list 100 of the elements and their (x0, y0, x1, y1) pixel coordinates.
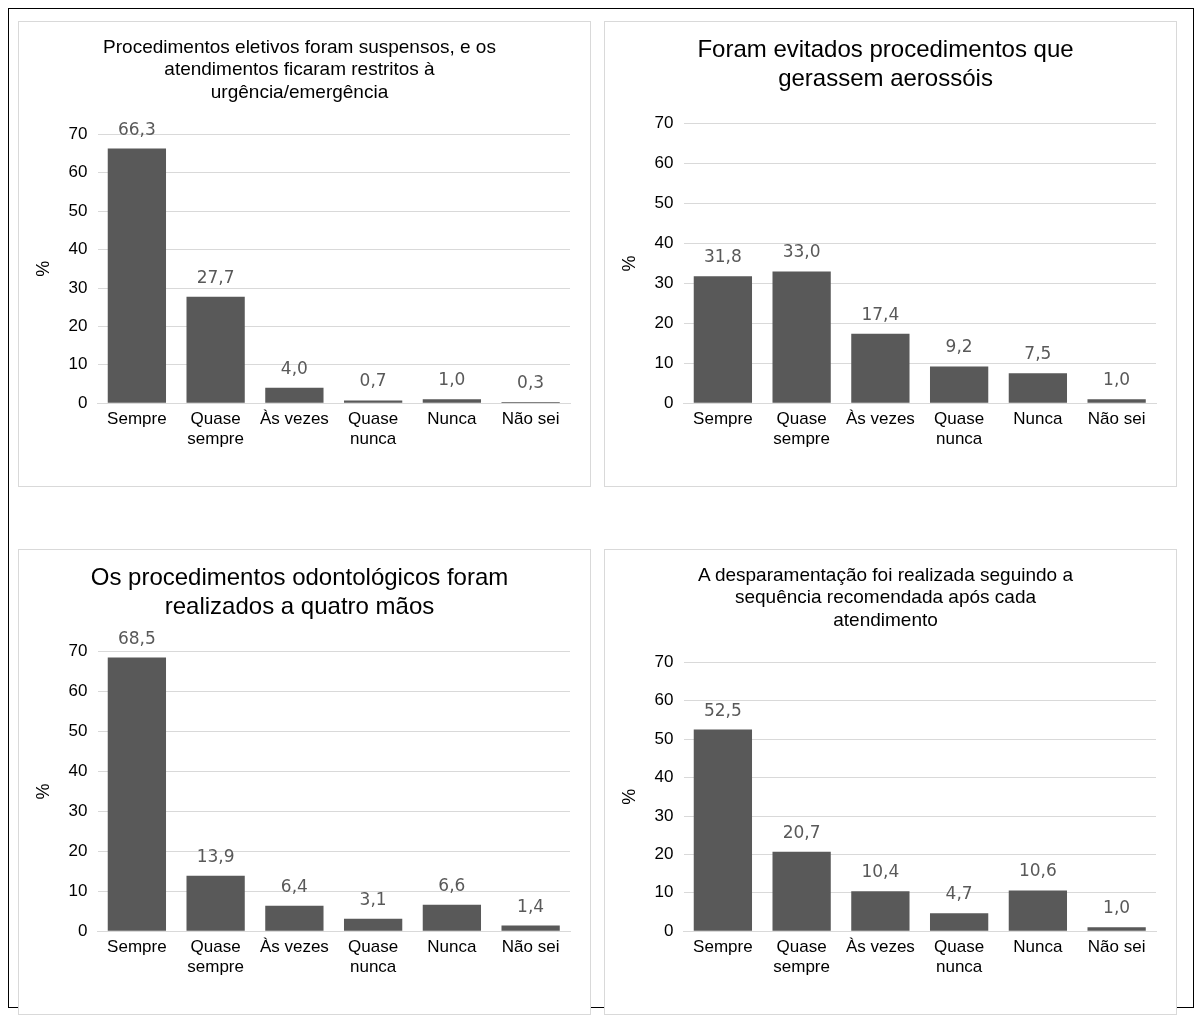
y-tick-label: 50 (654, 728, 674, 748)
data-label: 33,0 (782, 241, 821, 262)
chart-title: Procedimentos eletivos foram suspensos, e os atendimentos ficaram restritos à urgência/emergência (103, 35, 496, 103)
y-tick-label: 50 (654, 193, 674, 213)
x-tick-label: Às vezes (259, 409, 329, 429)
data-label: 17,4 (861, 303, 900, 324)
x-tick-label: Não sei (1087, 937, 1146, 957)
bar (851, 333, 910, 403)
data-label: 3,1 (359, 888, 387, 909)
chart-title: A desparamentação foi realizada seguindo a sequência recomendada após cada atendimento (698, 563, 1074, 631)
x-tick-label: Sempre (107, 409, 167, 429)
data-label: 0,3 (517, 371, 545, 392)
y-axis-title: % (32, 260, 53, 277)
bar (929, 913, 989, 931)
x-tick-label: Não sei (501, 409, 560, 429)
bar (343, 918, 403, 931)
x-tick-label: Quase sempre (773, 409, 830, 449)
x-tick-label: Não sei (501, 937, 560, 957)
data-label: 68,5 (117, 627, 156, 648)
x-tick-label: Não sei (1087, 409, 1146, 429)
data-label: 10,4 (861, 861, 900, 882)
chart-title: Os procedimentos odontológicos foram realizados a quatro mãos (90, 563, 509, 619)
y-tick-label: 50 (68, 721, 88, 741)
bar (772, 271, 831, 403)
data-label: 4,0 (280, 357, 308, 378)
y-axis-title: % (32, 783, 53, 800)
bar (693, 276, 753, 403)
bar (265, 905, 324, 931)
bar (422, 904, 482, 931)
y-tick-label: 30 (68, 801, 88, 821)
bar (693, 729, 753, 931)
data-label: 20,7 (782, 821, 821, 842)
y-tick-label: 0 (664, 920, 674, 940)
y-tick-label: 60 (654, 690, 674, 710)
bar (1087, 399, 1146, 403)
y-tick-label: 20 (68, 841, 88, 860)
bar (1008, 373, 1068, 403)
data-label: 52,5 (703, 699, 742, 720)
x-tick-label: Nunca (1013, 409, 1063, 429)
bar (1087, 927, 1146, 931)
x-tick-label: Quase nunca (934, 937, 985, 977)
x-tick-label: Quase nunca (348, 409, 399, 449)
data-label: 9,2 (945, 336, 973, 357)
x-tick-label: Nunca (427, 937, 477, 957)
x-tick-label: Nunca (427, 409, 477, 429)
bar (422, 399, 482, 403)
y-tick-label: 20 (68, 316, 88, 336)
y-tick-label: 0 (78, 920, 88, 940)
chart-title: Foram evitados procedimentos que gerassem aerossóis (697, 35, 1074, 91)
data-label: 6,6 (438, 874, 466, 895)
bar (851, 891, 910, 931)
data-label: 13,9 (196, 845, 235, 866)
data-label: 31,8 (703, 246, 742, 267)
y-tick-label: 40 (654, 233, 674, 253)
bar (107, 657, 167, 931)
data-label: 6,4 (280, 875, 308, 896)
x-tick-label: Sempre (693, 937, 753, 957)
y-tick-label: 20 (654, 313, 674, 332)
data-label: 66,3 (117, 118, 156, 139)
y-tick-label: 60 (654, 153, 674, 173)
y-tick-label: 70 (68, 124, 88, 144)
bar (1008, 890, 1068, 931)
data-label: 0,7 (359, 370, 387, 391)
bar (186, 296, 245, 403)
y-tick-label: 10 (654, 352, 674, 372)
y-tick-label: 70 (654, 113, 674, 133)
y-tick-label: 40 (654, 767, 674, 787)
y-tick-label: 0 (664, 392, 674, 412)
y-tick-label: 40 (68, 761, 88, 781)
x-tick-label: Às vezes (259, 937, 329, 957)
x-tick-label: Às vezes (845, 409, 915, 429)
bar (186, 875, 245, 931)
y-tick-label: 70 (654, 652, 674, 672)
y-tick-label: 30 (68, 277, 88, 297)
y-tick-label: 10 (68, 354, 88, 374)
y-tick-label: 50 (68, 200, 88, 220)
y-tick-label: 30 (654, 273, 674, 293)
y-tick-label: 30 (654, 805, 674, 825)
data-label: 10,6 (1018, 860, 1057, 881)
y-tick-label: 40 (68, 239, 88, 259)
data-label: 1,4 (517, 895, 545, 916)
x-tick-label: Quase nunca (934, 409, 985, 449)
y-axis-title: % (618, 255, 639, 272)
bar (929, 366, 989, 403)
x-tick-label: Quase sempre (187, 409, 244, 449)
bar (343, 400, 403, 403)
x-tick-label: Quase sempre (773, 937, 830, 977)
bar (107, 148, 167, 403)
x-tick-label: Nunca (1013, 937, 1063, 957)
x-tick-label: Sempre (693, 409, 753, 429)
x-tick-label: Sempre (107, 937, 167, 957)
x-tick-label: Às vezes (845, 937, 915, 957)
data-label: 1,0 (1103, 897, 1131, 918)
y-tick-label: 10 (654, 882, 674, 902)
bar (265, 387, 324, 403)
y-tick-label: 20 (654, 844, 674, 864)
y-tick-label: 60 (68, 681, 88, 701)
y-tick-label: 70 (68, 641, 88, 661)
data-label: 7,5 (1024, 343, 1052, 364)
y-tick-label: 0 (78, 392, 88, 412)
